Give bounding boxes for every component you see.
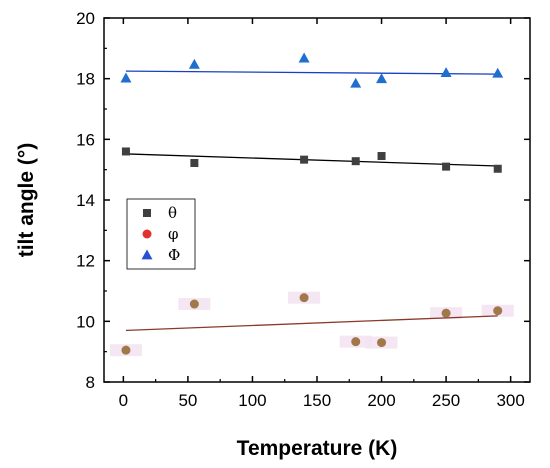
data-point-triangle [298,52,310,63]
x-tick-label: 250 [432,391,460,410]
data-point-square [442,162,451,171]
x-tick-label: 50 [178,391,197,410]
x-axis-title: Temperature (K) [237,437,398,460]
legend-marker-triangle [141,249,153,260]
y-tick-label: 20 [76,9,95,28]
fit-lines [125,70,498,332]
y-tick-label: 10 [76,312,95,331]
legend: θφΦ [126,198,196,270]
y-tick-label: 8 [86,373,95,392]
fit-line-3 [125,70,498,75]
data-point-triangle [350,77,362,88]
data-point-circle [121,345,131,355]
axis-ticks: 0 50 100 150 200 250 300 8 10 12 14 16 18 20 [76,9,530,410]
legend-label: φ [168,225,179,243]
data-point-square [377,152,386,161]
data-point-square [300,155,309,164]
point-highlights [109,291,514,357]
fit-line-2 [125,315,498,332]
data-point-triangle [120,72,132,83]
data-point-triangle [376,73,388,84]
legend-label: Φ [168,246,180,264]
data-point-square [493,164,502,173]
y-tick-label: 14 [76,191,95,210]
legend-marker-circle [142,229,152,239]
x-tick-label: 300 [496,391,524,410]
data-point-circle [299,293,309,303]
data-point-triangle [188,58,200,69]
x-tick-label: 0 [119,391,128,410]
data-point-triangle [440,67,452,77]
legend-marker-square [143,209,151,217]
x-tick-label: 200 [367,391,395,410]
data-point-circle [351,337,361,347]
data-points [120,52,504,355]
y-tick-label: 18 [76,70,95,89]
data-point-circle [377,338,387,348]
y-tick-label: 12 [76,252,95,271]
data-point-circle [189,299,199,309]
fit-line-1 [125,153,498,167]
data-point-square [190,158,199,167]
x-tick-label: 100 [238,391,266,410]
data-point-square [351,157,360,166]
y-axis-title: tilt angle (°) [15,143,38,258]
legend-box [126,198,196,270]
data-point-circle [441,308,451,318]
legend-label: θ [168,204,177,222]
x-tick-label: 150 [303,391,331,410]
data-point-circle [493,306,503,316]
data-point-square [121,147,130,156]
y-tick-label: 16 [76,130,95,149]
data-point-triangle [492,67,504,78]
